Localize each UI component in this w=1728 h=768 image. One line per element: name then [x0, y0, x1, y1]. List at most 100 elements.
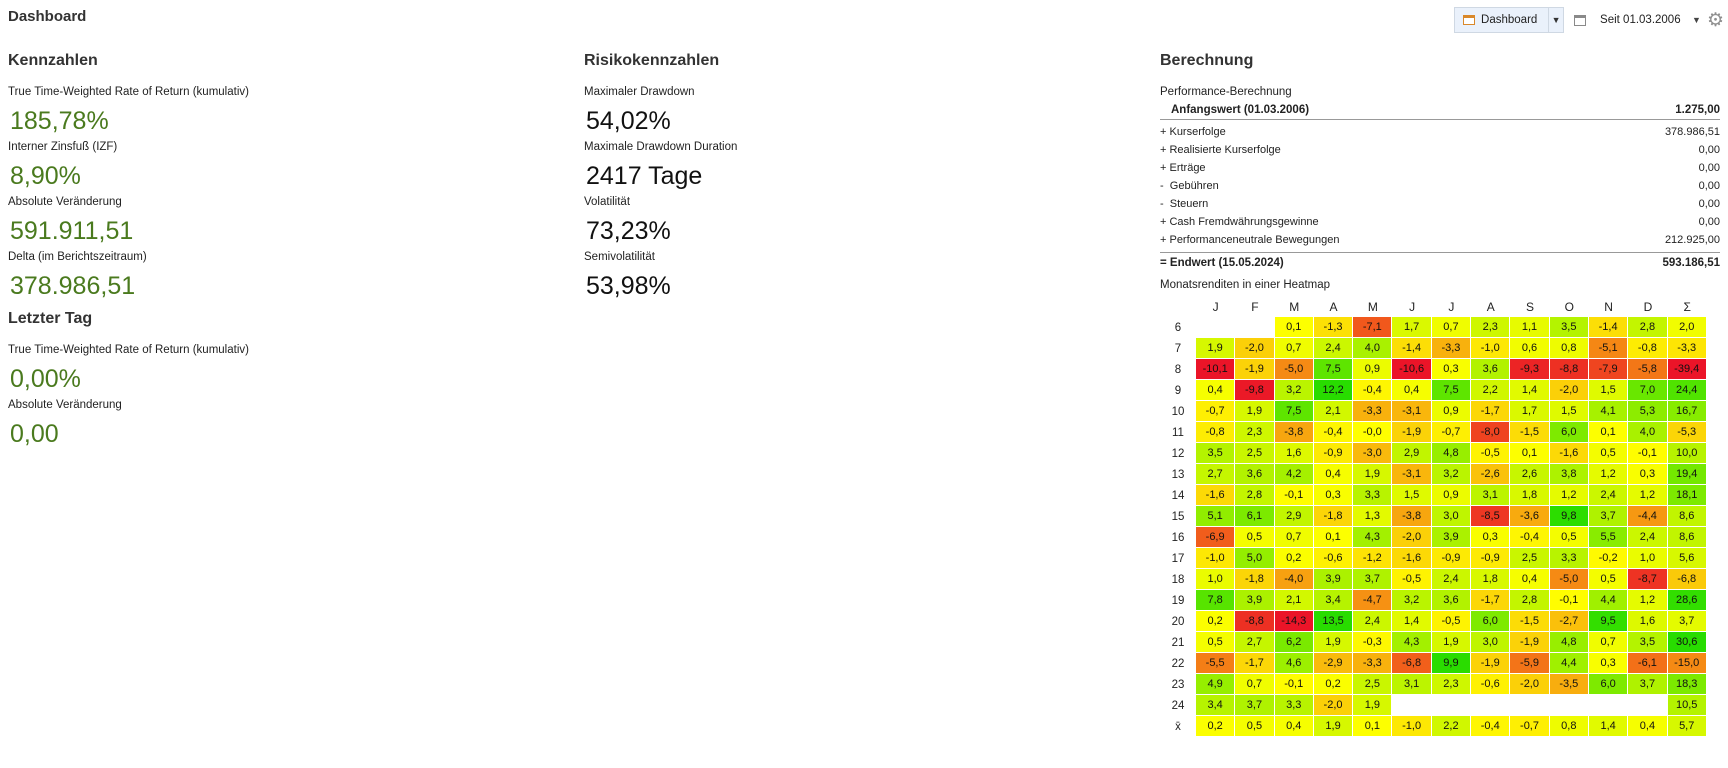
heatmap-cell: -5,0: [1274, 359, 1314, 380]
heatmap-cell: 0,9: [1431, 401, 1472, 422]
heatmap-cell: 0,1: [1274, 317, 1314, 338]
heatmap-cell: 0,7: [1235, 674, 1275, 695]
heatmap-cell: 1,9: [1431, 632, 1472, 653]
heatmap-cell: [1588, 695, 1629, 716]
heatmap-cell: 24,4: [1667, 380, 1707, 401]
heatmap-column-header: A: [1486, 299, 1495, 314]
heatmap-row-label: 10: [1171, 405, 1185, 418]
heatmap-cell: 5,3: [1628, 401, 1668, 422]
heatmap-column-header: A: [1329, 299, 1338, 314]
heatmap-column-header: J: [1409, 299, 1416, 314]
heatmap-cell: 2,2: [1431, 716, 1472, 737]
heatmap-cell: 6,0: [1588, 674, 1629, 695]
heatmap-cell: -1,3: [1313, 317, 1354, 338]
calc-label: + Erträge: [1160, 162, 1206, 174]
heatmap-cell: 7,5: [1431, 380, 1472, 401]
kpi-delta: Delta (im Berichtszeitraum) 378.986,51: [8, 251, 548, 306]
calc-rows: + Kurserfolge 378.986,51 + Realisierte Ku…: [1160, 123, 1720, 249]
heatmap-cell: -0,1: [1274, 485, 1314, 506]
heatmap-cell: -6,9: [1196, 527, 1236, 548]
heatmap-cell: 12,2: [1313, 380, 1354, 401]
calc-label: + Performanceneutrale Bewegungen: [1160, 234, 1340, 246]
heatmap-cell: 2,3: [1431, 674, 1472, 695]
heatmap-cell: 0,7: [1588, 632, 1629, 653]
heatmap-cell: 3,7: [1588, 506, 1629, 527]
heatmap-cell: -3,6: [1510, 506, 1550, 527]
heatmap-cell: 3,8: [1549, 464, 1589, 485]
heatmap-cell: 4,1: [1588, 401, 1629, 422]
kpi-value: 185,78%: [10, 107, 109, 135]
heatmap-cell: [1235, 317, 1275, 338]
heatmap-cell: -8,8: [1235, 611, 1275, 632]
heatmap-cell: -8,5: [1471, 506, 1511, 527]
heatmap-cell: 30,6: [1667, 632, 1707, 653]
kpi-label: Interner Zinsfuß (IZF): [8, 141, 118, 153]
heatmap-cell: 1,5: [1588, 380, 1629, 401]
kpi-value: 53,98%: [586, 272, 671, 300]
heatmap-cell: -3,3: [1353, 653, 1393, 674]
kpi-value: 8,90%: [10, 162, 81, 190]
calc-label: + Realisierte Kurserfolge: [1160, 144, 1281, 156]
heatmap-cell: 2,3: [1471, 317, 1511, 338]
berechnung-column: Berechnung Performance-Berechnung Anfang…: [1160, 52, 1720, 737]
heatmap-cell: 1,2: [1588, 464, 1629, 485]
heatmap-cell: 6,1: [1235, 506, 1275, 527]
heatmap-cell: 1,9: [1313, 632, 1354, 653]
heatmap-cell: -14,3: [1274, 611, 1314, 632]
heatmap-cell: 2,4: [1353, 611, 1393, 632]
calc-value: 593.186,51: [1662, 257, 1720, 269]
heatmap-cell: 3,3: [1353, 485, 1393, 506]
heatmap-cell: -0,4: [1471, 716, 1511, 737]
heatmap-cell: 0,2: [1196, 611, 1236, 632]
heatmap-cell: 13,5: [1313, 611, 1354, 632]
heatmap-cell: -1,9: [1392, 422, 1432, 443]
kpi-value: 2417 Tage: [586, 162, 703, 190]
heatmap-cell: -2,6: [1471, 464, 1511, 485]
heatmap-column-header: N: [1604, 299, 1613, 314]
heatmap-cell: -0,7: [1510, 716, 1550, 737]
dashboard-selector-button[interactable]: Dashboard ▼: [1454, 7, 1565, 33]
heatmap-cell: -1,6: [1392, 548, 1432, 569]
heatmap-cell: [1196, 317, 1236, 338]
heatmap-cell: 18,1: [1667, 485, 1707, 506]
period-chevron-down-icon[interactable]: ▼: [1692, 15, 1701, 25]
heatmap-cell: -8,7: [1628, 569, 1668, 590]
chevron-down-icon[interactable]: ▼: [1548, 8, 1563, 32]
heatmap-column-header: F: [1251, 299, 1259, 314]
heatmap-cell: 9,8: [1549, 506, 1589, 527]
calc-label: Anfangswert (01.03.2006): [1171, 104, 1310, 116]
heatmap-cell: 10,0: [1667, 443, 1707, 464]
heatmap-cell: -7,9: [1588, 359, 1629, 380]
period-selector[interactable]: Seit 01.03.2006: [1600, 14, 1681, 26]
heatmap-cell: 0,1: [1588, 422, 1629, 443]
heatmap-cell: 1,4: [1392, 611, 1432, 632]
heatmap-cell: -6,8: [1667, 569, 1707, 590]
calc-start-row: Anfangswert (01.03.2006) 1.275,00: [1160, 101, 1720, 120]
heatmap-row-label: 23: [1171, 678, 1185, 691]
heatmap-cell: -2,0: [1549, 380, 1589, 401]
heatmap-cell: 2,4: [1588, 485, 1629, 506]
heatmap-cell: -2,9: [1313, 653, 1354, 674]
heatmap-cell: 1,2: [1628, 590, 1668, 611]
heatmap-cell: 1,9: [1196, 338, 1236, 359]
kpi-last-day-twror: True Time-Weighted Rate of Return (kumul…: [8, 344, 548, 399]
heatmap-row-label: 17: [1171, 552, 1185, 565]
window-icon[interactable]: [1574, 14, 1587, 26]
heatmap-cell: 2,5: [1510, 548, 1550, 569]
heatmap-cell: 2,5: [1353, 674, 1393, 695]
heatmap-cell: 1,0: [1196, 569, 1236, 590]
heatmap-cell: 0,1: [1510, 443, 1550, 464]
heatmap-cell: -3,1: [1392, 401, 1432, 422]
heatmap-cell: [1549, 695, 1589, 716]
heatmap-cell: -1,8: [1313, 506, 1354, 527]
heatmap-cell: -1,7: [1235, 653, 1275, 674]
heatmap-column-header: M: [1367, 299, 1378, 314]
heatmap-cell: 0,9: [1431, 485, 1472, 506]
heatmap-cell: -2,0: [1235, 338, 1275, 359]
heatmap-cell: 2,5: [1235, 443, 1275, 464]
heatmap-cell: [1510, 695, 1550, 716]
heatmap-cell: 2,4: [1431, 569, 1472, 590]
heatmap-cell: 5,1: [1196, 506, 1236, 527]
heatmap-cell: -0,5: [1392, 569, 1432, 590]
gear-icon[interactable]: ⚙: [1706, 9, 1724, 31]
